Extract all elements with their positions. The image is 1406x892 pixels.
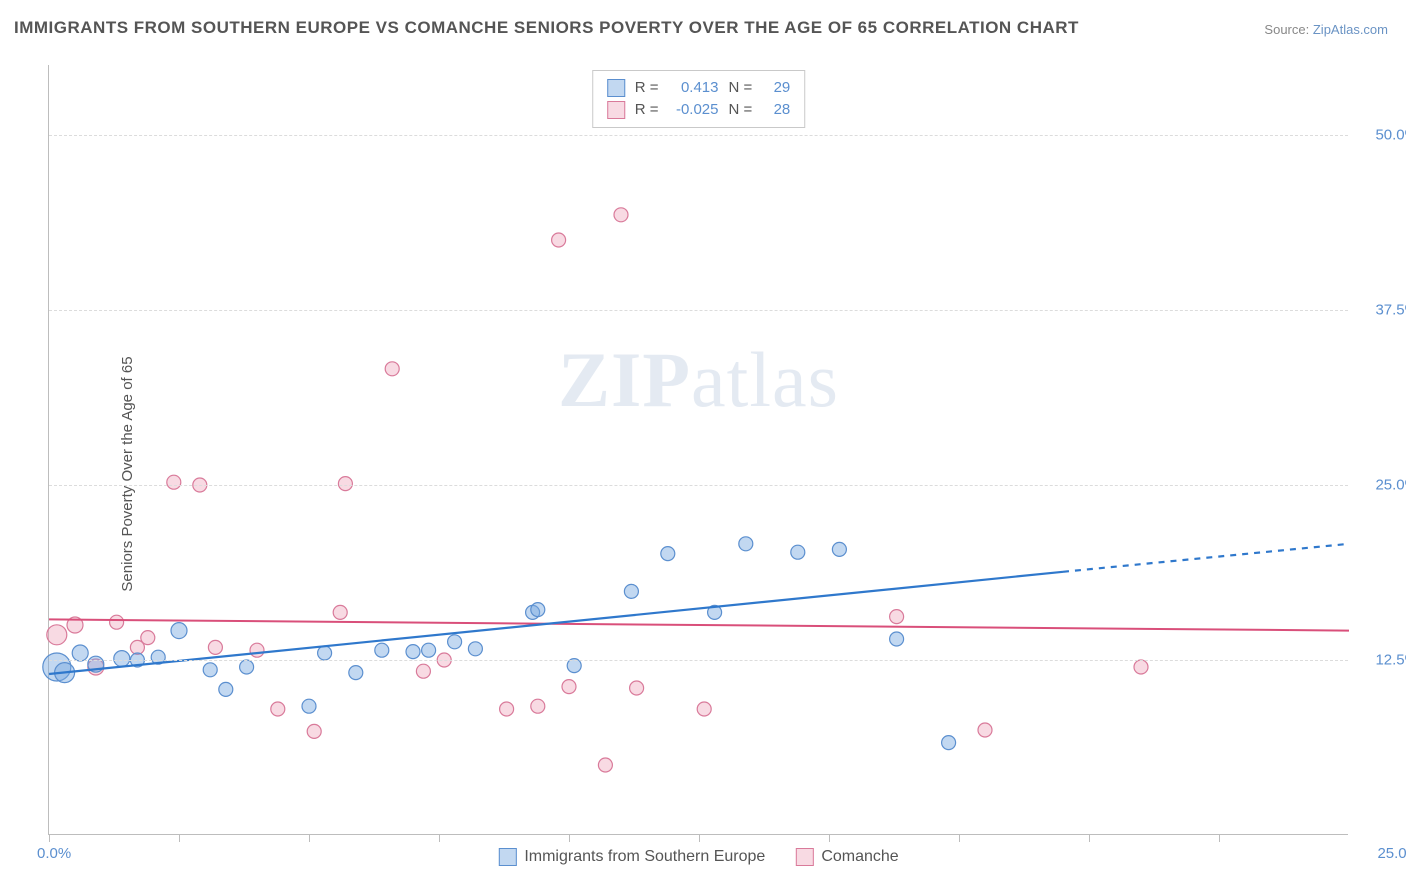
legend-label-blue: Immigrants from Southern Europe [524,848,765,866]
legend-item-blue: Immigrants from Southern Europe [498,848,765,866]
data-point-pink [333,605,347,619]
x-tick [959,834,960,842]
x-tick [829,834,830,842]
data-point-blue [203,663,217,677]
data-point-blue [422,643,436,657]
data-point-pink [630,681,644,695]
data-point-blue [219,682,233,696]
x-tick [1219,834,1220,842]
data-point-blue [240,660,254,674]
data-point-blue [349,666,363,680]
data-point-pink [250,643,264,657]
x-tick [439,834,440,842]
data-point-blue [406,645,420,659]
x-tick [1089,834,1090,842]
data-point-blue [739,537,753,551]
data-point-pink [110,615,124,629]
x-tick [179,834,180,842]
chart-container: Seniors Poverty Over the Age of 65 ZIPat… [0,55,1406,892]
trend-line-blue [49,572,1063,674]
data-point-blue [942,736,956,750]
data-point-blue [624,584,638,598]
y-tick-label: 37.5% [1358,302,1406,319]
trend-line-pink [49,619,1349,630]
trend-line-dash-blue [1063,544,1349,572]
data-point-pink [338,477,352,491]
plot-area: ZIPatlas R = 0.413 N = 29 R = -0.025 N =… [48,65,1348,835]
y-tick-label: 50.0% [1358,127,1406,144]
grid-line [49,485,1348,486]
grid-line [49,135,1348,136]
y-tick-label: 12.5% [1358,652,1406,669]
data-point-blue [661,547,675,561]
data-point-blue [832,542,846,556]
swatch-pink [795,848,813,866]
data-point-pink [562,680,576,694]
data-point-blue [468,642,482,656]
data-point-blue [302,699,316,713]
y-tick-label: 25.0% [1358,477,1406,494]
data-point-blue [890,632,904,646]
data-point-pink [598,758,612,772]
source-value: ZipAtlas.com [1313,22,1388,37]
x-tick [309,834,310,842]
swatch-blue [498,848,516,866]
data-point-pink [978,723,992,737]
data-point-pink [531,699,545,713]
data-point-pink [697,702,711,716]
chart-title: IMMIGRANTS FROM SOUTHERN EUROPE VS COMAN… [14,18,1079,38]
data-point-blue [448,635,462,649]
data-point-blue [318,646,332,660]
x-tick [569,834,570,842]
x-axis-start-label: 0.0% [37,845,71,862]
data-point-pink [552,233,566,247]
data-point-pink [167,475,181,489]
x-axis-end-label: 25.0% [1360,845,1406,862]
data-point-pink [47,625,67,645]
x-tick [49,834,50,842]
data-point-pink [307,724,321,738]
data-point-pink [1134,660,1148,674]
grid-line [49,660,1348,661]
data-point-pink [416,664,430,678]
data-point-pink [500,702,514,716]
data-point-blue [72,645,88,661]
data-point-blue [114,651,130,667]
data-point-blue [375,643,389,657]
x-tick [699,834,700,842]
source-label: Source: [1264,22,1309,37]
chart-svg [49,65,1348,834]
data-point-blue [791,545,805,559]
data-point-pink [614,208,628,222]
legend-item-pink: Comanche [795,848,898,866]
data-point-pink [271,702,285,716]
data-point-pink [890,610,904,624]
series-legend: Immigrants from Southern Europe Comanche [498,848,898,866]
data-point-pink [208,640,222,654]
data-point-blue [171,623,187,639]
data-point-pink [385,362,399,376]
source-attribution: Source: ZipAtlas.com [1264,22,1388,37]
grid-line [49,310,1348,311]
legend-label-pink: Comanche [821,848,898,866]
data-point-blue [531,603,545,617]
data-point-pink [141,631,155,645]
